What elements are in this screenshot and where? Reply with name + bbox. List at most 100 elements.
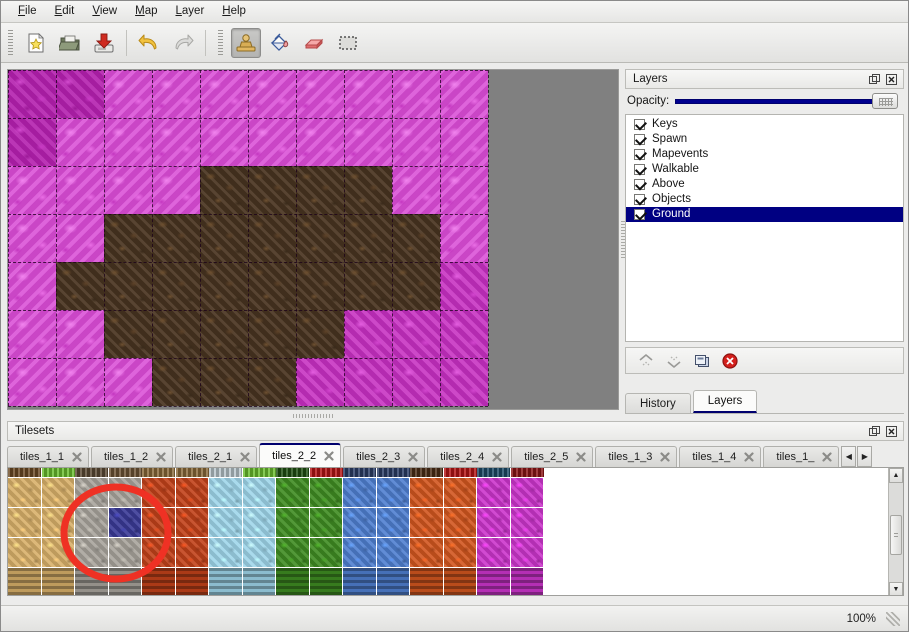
tileset-tile[interactable] [309, 508, 342, 537]
map-tile[interactable] [8, 310, 56, 358]
map-canvas-viewport[interactable] [7, 69, 619, 410]
layer-row[interactable]: Walkable [626, 162, 903, 177]
map-tile[interactable] [56, 70, 104, 118]
tileset-tab-tiles_2_5[interactable]: tiles_2_5 [511, 446, 594, 467]
map-tile[interactable] [152, 310, 200, 358]
map-tile[interactable] [296, 310, 344, 358]
close-tab-icon[interactable] [743, 452, 754, 463]
map-tile[interactable] [248, 118, 296, 166]
map-tile[interactable] [344, 358, 392, 406]
tileset-tile[interactable] [276, 538, 309, 567]
map-tile[interactable] [344, 118, 392, 166]
select-tool-icon[interactable] [333, 28, 363, 58]
tileset-tile[interactable] [276, 478, 309, 507]
tileset-tile[interactable] [510, 508, 543, 537]
tileset-tile[interactable] [175, 538, 208, 567]
menu-map[interactable]: Map [135, 5, 158, 17]
tileset-tile[interactable] [343, 508, 376, 537]
undo-icon[interactable] [134, 28, 164, 58]
tileset-tile[interactable] [343, 538, 376, 567]
map-tile[interactable] [440, 166, 488, 214]
menu-file[interactable]: File [18, 5, 37, 17]
map-tile[interactable] [248, 358, 296, 406]
scroll-down-icon[interactable]: ▼ [889, 582, 903, 595]
tileset-tile[interactable] [209, 468, 242, 477]
tileset-tile[interactable] [108, 538, 141, 567]
map-tile[interactable] [440, 358, 488, 406]
map-tile[interactable] [56, 214, 104, 262]
tileset-tab-tiles_1_2[interactable]: tiles_1_2 [91, 446, 174, 467]
layer-visibility-checkbox[interactable] [634, 149, 645, 160]
duplicate-layer-icon[interactable] [690, 350, 714, 372]
map-tile[interactable] [8, 70, 56, 118]
tileset-vertical-scrollbar[interactable]: ▲ ▼ [888, 468, 903, 595]
map-tile[interactable] [104, 214, 152, 262]
map-tile[interactable] [200, 70, 248, 118]
tileset-tile[interactable] [343, 568, 376, 595]
tileset-tile[interactable] [142, 538, 175, 567]
close-tab-icon[interactable] [71, 452, 82, 463]
tileset-tab-tiles_2_1[interactable]: tiles_2_1 [175, 446, 258, 467]
tileset-tile[interactable] [142, 478, 175, 507]
tileset-tab-tiles_1_[interactable]: tiles_1_ [763, 446, 840, 467]
redo-icon[interactable] [168, 28, 198, 58]
map-tile[interactable] [56, 310, 104, 358]
map-tile[interactable] [152, 262, 200, 310]
map-tile[interactable] [200, 166, 248, 214]
map-tile[interactable] [200, 262, 248, 310]
map-tile[interactable] [200, 310, 248, 358]
close-tab-icon[interactable] [575, 452, 586, 463]
new-map-icon[interactable] [21, 28, 51, 58]
undock-icon[interactable] [867, 72, 882, 87]
menu-layer[interactable]: Layer [175, 5, 205, 17]
layer-visibility-checkbox[interactable] [634, 179, 645, 190]
tileset-tile[interactable] [242, 568, 275, 595]
tileset-tab-tiles_1_3[interactable]: tiles_1_3 [595, 446, 678, 467]
tileset-tile[interactable] [175, 468, 209, 477]
map-tile[interactable] [152, 166, 200, 214]
map-tile[interactable] [104, 118, 152, 166]
map-tile[interactable] [152, 214, 200, 262]
layer-row[interactable]: Mapevents [626, 147, 903, 162]
tileset-tile[interactable] [142, 468, 175, 477]
delete-layer-icon[interactable] [718, 350, 742, 372]
vertical-splitter[interactable] [619, 69, 627, 410]
map-tile[interactable] [152, 358, 200, 406]
tileset-tile[interactable] [8, 508, 41, 537]
tileset-tile[interactable] [75, 538, 108, 567]
map-tile[interactable] [344, 214, 392, 262]
tileset-tile[interactable] [41, 468, 75, 477]
menu-help[interactable]: Help [222, 5, 246, 17]
map-tile[interactable] [248, 70, 296, 118]
tileset-tile[interactable] [376, 508, 409, 537]
tileset-tile[interactable] [8, 568, 41, 595]
tileset-tab-tiles_2_4[interactable]: tiles_2_4 [427, 446, 510, 467]
tileset-tab-tiles_2_2[interactable]: tiles_2_2 [259, 443, 342, 467]
tileset-tile[interactable] [41, 478, 74, 507]
map-tile[interactable] [440, 310, 488, 358]
tileset-tile[interactable] [142, 508, 175, 537]
tab-layers[interactable]: Layers [692, 390, 758, 413]
close-tab-icon[interactable] [659, 452, 670, 463]
resize-grip-icon[interactable] [886, 611, 900, 626]
layer-visibility-checkbox[interactable] [634, 164, 645, 175]
map-tile[interactable] [8, 358, 56, 406]
map-tile[interactable] [104, 166, 152, 214]
tab-history[interactable]: History [625, 393, 691, 413]
map-tile[interactable] [248, 166, 296, 214]
tileset-tile[interactable] [276, 468, 309, 477]
map-tile[interactable] [8, 262, 56, 310]
close-tab-icon[interactable] [491, 452, 502, 463]
layer-visibility-checkbox[interactable] [634, 194, 645, 205]
map-tile[interactable] [392, 214, 440, 262]
layer-visibility-checkbox[interactable] [634, 209, 645, 220]
tileset-grid-area[interactable]: ▲ ▼ [7, 467, 904, 596]
map-tile[interactable] [248, 310, 296, 358]
tileset-tile[interactable] [410, 538, 443, 567]
layer-visibility-checkbox[interactable] [634, 134, 645, 145]
tileset-tile[interactable] [175, 508, 208, 537]
tileset-tile[interactable] [8, 468, 41, 477]
map-tile[interactable] [8, 166, 56, 214]
map-tile[interactable] [104, 262, 152, 310]
map-tile[interactable] [392, 358, 440, 406]
